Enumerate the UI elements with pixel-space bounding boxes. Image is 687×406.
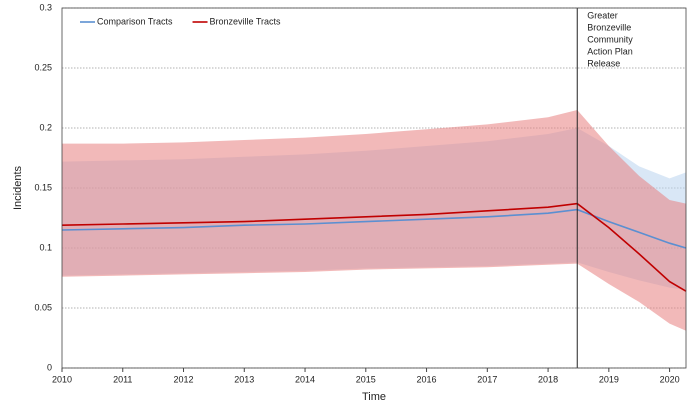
confidence-band	[62, 110, 686, 331]
x-tick-label: 2017	[477, 374, 497, 384]
x-tick-label: 2020	[660, 374, 680, 384]
annotation-text: Bronzeville	[587, 22, 631, 32]
y-tick-label: 0.25	[34, 62, 52, 72]
line	[61, 202, 687, 292]
y-tick-label: 0.3	[39, 2, 52, 12]
x-tick-label: 2014	[295, 374, 315, 384]
y-axis-title: Incidents	[12, 165, 24, 210]
annotation-text: Action Plan	[587, 46, 633, 56]
annotation-text: Greater	[587, 10, 618, 20]
x-tick-label: 2013	[234, 374, 254, 384]
line	[61, 208, 687, 249]
x-tick-label: 2016	[417, 374, 437, 384]
y-tick-label: 0.1	[39, 242, 52, 252]
legend-label: Comparison Tracts	[97, 16, 173, 26]
y-tick-label: 0.05	[34, 302, 52, 312]
x-tick-label: 2011	[113, 374, 132, 384]
y-tick-label: 0.2	[39, 122, 52, 132]
x-tick-label: 2010	[52, 374, 72, 384]
legend-label: Bronzeville Tracts	[210, 16, 282, 26]
annotation-text: Release	[587, 58, 620, 68]
x-axis-title: Time	[362, 391, 386, 403]
y-tick-label: 0	[47, 362, 52, 372]
plot-frame	[61, 7, 687, 369]
x-tick-label: 2015	[356, 374, 376, 384]
annotation-text: Community	[587, 34, 633, 44]
x-tick-label: 2019	[599, 374, 619, 384]
y-tick-label: 0.15	[34, 182, 52, 192]
x-tick-label: 2012	[174, 374, 194, 384]
x-tick-label: 2018	[538, 374, 558, 384]
